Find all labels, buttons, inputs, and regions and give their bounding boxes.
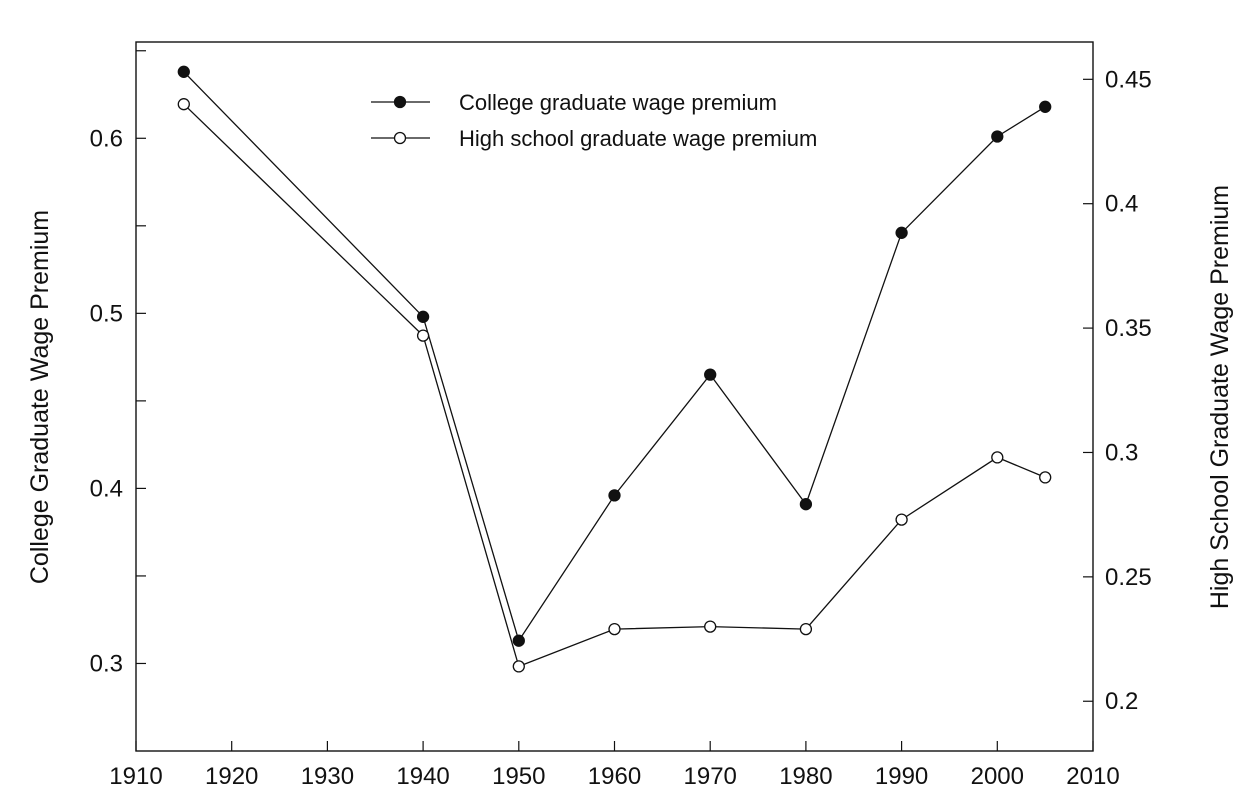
legend-highschool-marker [393, 131, 407, 145]
x-tick-label-1910: 1910 [109, 763, 162, 790]
left-y-axis-title: College Graduate Wage Premium [26, 210, 54, 584]
point-college-1960 [608, 489, 621, 502]
series-layer [177, 65, 1052, 673]
x-tick-label-1950: 1950 [492, 763, 545, 790]
point-highschool-2000 [991, 451, 1004, 464]
point-highschool-1970 [704, 620, 717, 633]
point-college-1990 [895, 226, 908, 239]
right-y-axis-title: High School Graduate Wage Premium [1206, 185, 1234, 609]
right-y-tick-label-0.3: 0.3 [1105, 439, 1138, 466]
x-tick-label-1940: 1940 [396, 763, 449, 790]
x-tick-label-1920: 1920 [205, 763, 258, 790]
point-highschool-1940 [416, 329, 430, 342]
point-highschool-1960 [608, 622, 621, 636]
legend-college-marker [393, 95, 407, 109]
right-y-tick-label-0.4: 0.4 [1105, 191, 1138, 218]
point-college-1970 [704, 368, 717, 381]
right-y-tick-label-0.45: 0.45 [1105, 66, 1152, 93]
x-tick-label-1930: 1930 [301, 763, 354, 790]
right-y-tick-label-0.2: 0.2 [1105, 688, 1138, 715]
x-tick-label-1960: 1960 [588, 763, 641, 790]
right-y-tick-label-0.25: 0.25 [1105, 564, 1152, 591]
point-highschool-1980 [799, 622, 813, 636]
left-y-tick-label-0.3: 0.3 [90, 650, 123, 677]
point-highschool-1990 [895, 513, 908, 526]
legend-college-label: College graduate wage premium [459, 90, 777, 115]
left-y-tick-label-0.6: 0.6 [90, 125, 123, 152]
x-tick-label-1990: 1990 [875, 763, 928, 790]
x-tick-label-1980: 1980 [779, 763, 832, 790]
legend: College graduate wage premium High schoo… [371, 90, 817, 151]
left-y-tick-label-0.4: 0.4 [90, 475, 123, 502]
right-y-tick-label-0.35: 0.35 [1105, 315, 1152, 342]
point-college-1980 [799, 498, 813, 511]
x-tick-label-2000: 2000 [971, 763, 1024, 790]
x-axis-ticks: 1910 1920 1930 1940 1950 1960 1970 1980 1990 2000… [109, 741, 1120, 790]
x-tick-label-2010: 2010 [1066, 763, 1119, 790]
series-line-college [183, 71, 1046, 643]
right-y-axis-ticks: 0.2 0.25 0.3 0.35 0.4 0.45 [1083, 66, 1152, 715]
point-college-1940 [416, 310, 430, 323]
series-line-highschool [183, 103, 1046, 668]
point-college-2005 [1039, 100, 1052, 113]
left-y-axis-ticks: 0.3 0.4 0.5 0.6 [90, 50, 146, 677]
point-college-1915 [177, 65, 190, 78]
point-college-1950 [512, 634, 525, 647]
point-highschool-1950 [512, 660, 525, 673]
point-highschool-1915 [177, 98, 190, 111]
point-college-2000 [991, 130, 1004, 143]
x-tick-label-1970: 1970 [684, 763, 737, 790]
legend-highschool-label: High school graduate wage premium [459, 126, 817, 151]
point-highschool-2005 [1039, 471, 1052, 484]
left-y-tick-label-0.5: 0.5 [90, 300, 123, 327]
